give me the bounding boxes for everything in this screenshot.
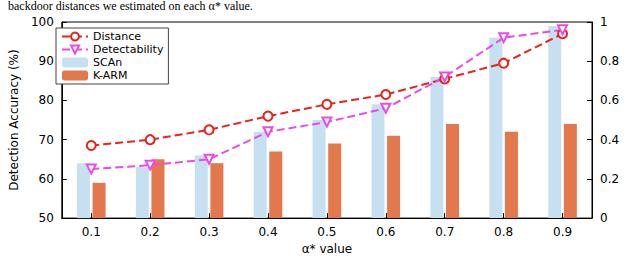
- svg-text:Distance: Distance: [93, 30, 141, 43]
- svg-text:0.9: 0.9: [553, 225, 572, 239]
- svg-text:backdoor distances we estimate: backdoor distances we estimated on each …: [8, 0, 253, 13]
- svg-text:0.4: 0.4: [600, 133, 619, 147]
- svg-text:100: 100: [31, 15, 54, 29]
- svg-text:0: 0: [600, 211, 608, 225]
- svg-text:0.4: 0.4: [258, 225, 277, 239]
- svg-text:0.1: 0.1: [82, 225, 101, 239]
- svg-text:60: 60: [39, 172, 54, 186]
- svg-text:0.3: 0.3: [200, 225, 219, 239]
- svg-text:0.8: 0.8: [600, 54, 619, 68]
- svg-text:70: 70: [39, 133, 54, 147]
- svg-text:1: 1: [600, 15, 608, 29]
- svg-text:0.6: 0.6: [376, 225, 395, 239]
- svg-text:0.5: 0.5: [317, 225, 336, 239]
- svg-text:K-ARM: K-ARM: [93, 69, 127, 82]
- svg-text:0.2: 0.2: [600, 172, 619, 186]
- svg-text:0.8: 0.8: [494, 225, 513, 239]
- svg-text:0.6: 0.6: [600, 93, 619, 107]
- svg-text:α* value: α* value: [302, 242, 353, 256]
- svg-text:0.2: 0.2: [141, 225, 160, 239]
- svg-text:Detection Accuracy (%): Detection Accuracy (%): [7, 49, 21, 190]
- svg-text:50: 50: [39, 211, 54, 225]
- svg-text:90: 90: [39, 54, 54, 68]
- svg-text:0.7: 0.7: [435, 225, 454, 239]
- svg-text:80: 80: [39, 93, 54, 107]
- svg-text:SCAn: SCAn: [93, 56, 122, 69]
- svg-text:Detectability: Detectability: [93, 43, 164, 56]
